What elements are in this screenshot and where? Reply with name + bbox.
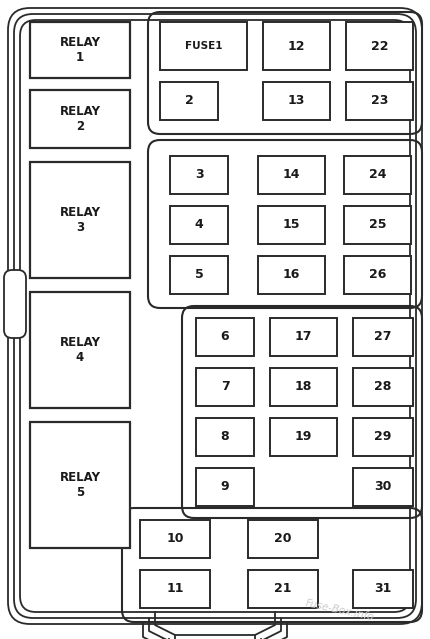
Text: RELAY
4: RELAY 4 [59,336,101,364]
Text: 3: 3 [195,169,203,181]
Text: 22: 22 [371,40,388,52]
Bar [263,82,330,120]
Bar [30,162,130,278]
FancyBboxPatch shape [20,20,410,612]
FancyBboxPatch shape [4,270,26,338]
Bar [140,570,210,608]
Text: 6: 6 [221,330,229,344]
Text: 30: 30 [374,481,392,493]
Bar [353,468,413,506]
Text: 18: 18 [295,380,312,394]
Bar [30,90,130,148]
Bar [170,206,228,244]
Bar [353,570,413,608]
Text: 4: 4 [195,219,203,231]
Bar [170,256,228,294]
Bar [196,468,254,506]
Text: 14: 14 [283,169,300,181]
Bar [344,206,411,244]
Bar [258,256,325,294]
Text: 11: 11 [166,583,184,596]
Bar [353,368,413,406]
Bar [270,318,337,356]
Text: 24: 24 [369,169,386,181]
Bar [30,422,130,548]
Text: 19: 19 [295,431,312,443]
Bar [248,520,318,558]
Text: 9: 9 [221,481,229,493]
Text: 13: 13 [288,95,305,107]
Text: 29: 29 [374,431,392,443]
Text: 7: 7 [221,380,229,394]
Text: 8: 8 [221,431,229,443]
Text: 21: 21 [274,583,292,596]
Text: 16: 16 [283,268,300,282]
Text: RELAY
2: RELAY 2 [59,105,101,133]
Text: 27: 27 [374,330,392,344]
Text: 28: 28 [374,380,392,394]
Bar [270,418,337,456]
Bar [353,418,413,456]
Text: Fuse-Box.info: Fuse-Box.info [305,598,375,622]
Text: RELAY
1: RELAY 1 [59,36,101,64]
FancyBboxPatch shape [14,14,416,618]
Text: 12: 12 [288,40,305,52]
Bar [196,318,254,356]
Bar [346,22,413,70]
Bar [196,368,254,406]
Text: 20: 20 [274,532,292,546]
Text: RELAY
3: RELAY 3 [59,206,101,234]
Bar [344,156,411,194]
Bar [160,82,218,120]
Text: 26: 26 [369,268,386,282]
Bar [346,82,413,120]
Text: FUSE1: FUSE1 [185,41,222,51]
Text: 5: 5 [195,268,203,282]
Text: 10: 10 [166,532,184,546]
Bar [30,292,130,408]
Text: RELAY
5: RELAY 5 [59,471,101,499]
Bar [270,368,337,406]
Bar [140,520,210,558]
Text: 15: 15 [283,219,300,231]
Bar [30,22,130,78]
Bar [248,570,318,608]
Bar [160,22,247,70]
Bar [263,22,330,70]
FancyBboxPatch shape [8,8,422,624]
Bar [258,156,325,194]
Bar [353,318,413,356]
Bar [196,418,254,456]
Bar [170,156,228,194]
Text: 23: 23 [371,95,388,107]
Text: 31: 31 [374,583,392,596]
Text: 25: 25 [369,219,386,231]
Text: 2: 2 [184,95,194,107]
Bar [258,206,325,244]
Text: 17: 17 [295,330,312,344]
Bar [344,256,411,294]
